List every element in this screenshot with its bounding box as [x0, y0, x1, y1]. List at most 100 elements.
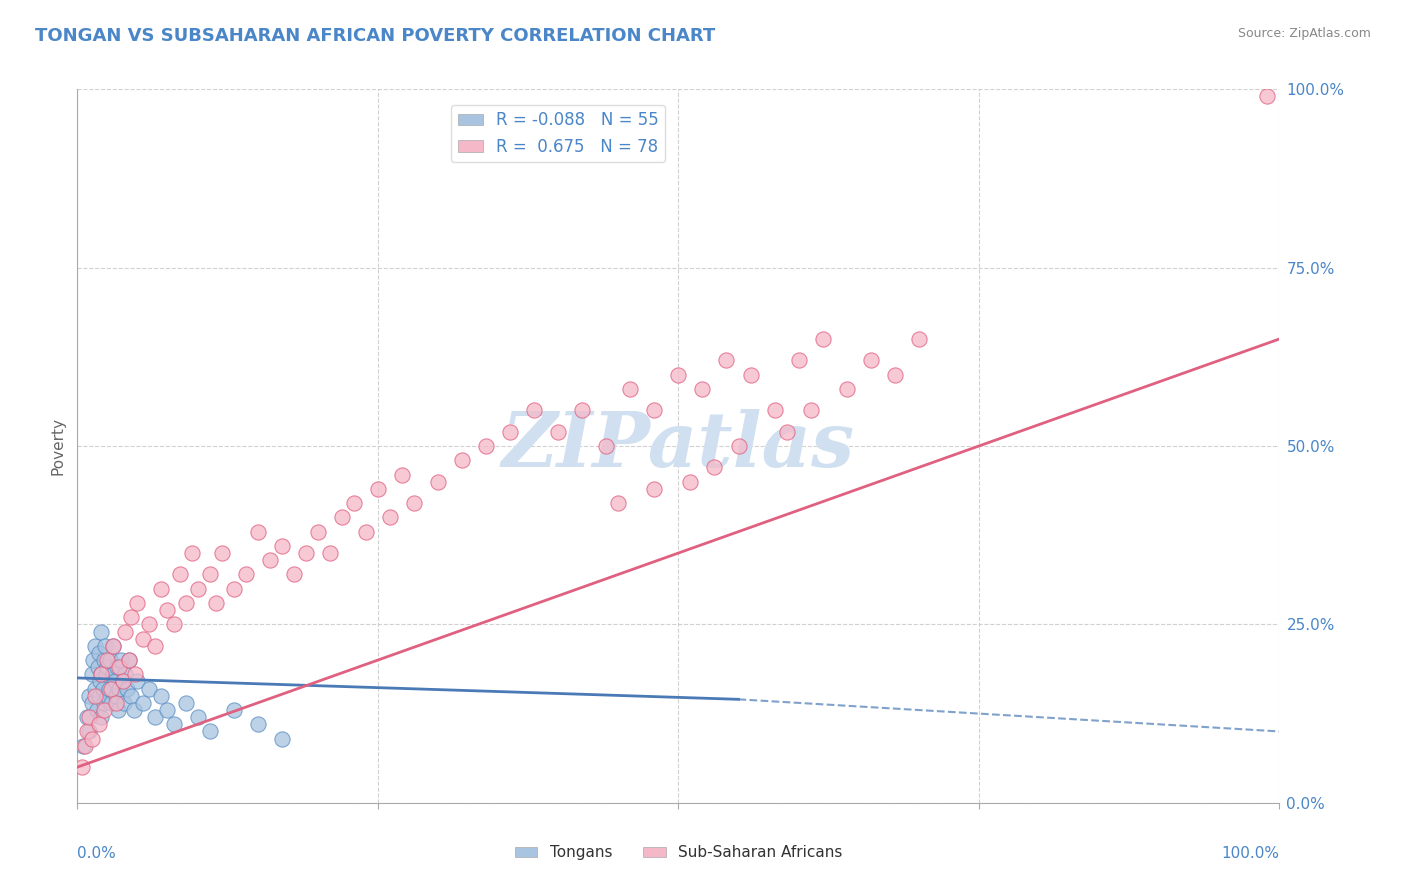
- Point: [222, 582, 245, 596]
- Point: [120, 689, 142, 703]
- Point: [740, 368, 762, 382]
- Point: [787, 353, 810, 368]
- Point: [76, 724, 98, 739]
- Point: [523, 403, 546, 417]
- Point: [307, 524, 329, 539]
- Point: [98, 653, 121, 667]
- Point: [115, 681, 138, 696]
- Point: [96, 689, 118, 703]
- Point: [93, 696, 115, 710]
- Point: [90, 624, 112, 639]
- Point: [716, 353, 738, 368]
- Point: [679, 475, 702, 489]
- Point: [127, 596, 149, 610]
- Point: [607, 496, 630, 510]
- Point: [73, 739, 96, 753]
- Point: [354, 524, 377, 539]
- Point: [79, 724, 101, 739]
- Point: [118, 653, 141, 667]
- Point: [104, 674, 127, 689]
- Point: [112, 696, 135, 710]
- Point: [108, 681, 131, 696]
- Point: [169, 567, 191, 582]
- Point: [222, 703, 245, 717]
- Point: [96, 667, 118, 681]
- Point: [703, 460, 725, 475]
- Point: [156, 703, 179, 717]
- Point: [132, 632, 155, 646]
- Point: [294, 546, 316, 560]
- Point: [105, 660, 128, 674]
- Text: Source: ZipAtlas.com: Source: ZipAtlas.com: [1237, 27, 1371, 40]
- Y-axis label: Poverty: Poverty: [51, 417, 66, 475]
- Point: [111, 674, 134, 689]
- Point: [204, 596, 226, 610]
- Point: [246, 524, 269, 539]
- Point: [79, 710, 101, 724]
- Point: [127, 674, 149, 689]
- Point: [80, 696, 103, 710]
- Point: [96, 653, 118, 667]
- Point: [97, 681, 120, 696]
- Point: [93, 703, 115, 717]
- Point: [1256, 89, 1278, 103]
- Text: 100.0%: 100.0%: [1222, 846, 1279, 861]
- Point: [104, 689, 127, 703]
- Point: [174, 696, 197, 710]
- Point: [111, 674, 134, 689]
- Point: [104, 696, 127, 710]
- Point: [103, 667, 125, 681]
- Point: [571, 403, 593, 417]
- Point: [451, 453, 474, 467]
- Point: [402, 496, 425, 510]
- Point: [156, 603, 179, 617]
- Point: [378, 510, 401, 524]
- Point: [427, 475, 450, 489]
- Point: [72, 739, 94, 753]
- Point: [145, 639, 167, 653]
- Legend: Tongans, Sub-Saharan Africans: Tongans, Sub-Saharan Africans: [509, 839, 848, 866]
- Point: [811, 332, 834, 346]
- Point: [103, 639, 125, 653]
- Point: [643, 403, 665, 417]
- Point: [187, 582, 209, 596]
- Point: [89, 674, 111, 689]
- Text: TONGAN VS SUBSAHARAN AFRICAN POVERTY CORRELATION CHART: TONGAN VS SUBSAHARAN AFRICAN POVERTY COR…: [35, 27, 716, 45]
- Point: [391, 467, 413, 482]
- Point: [283, 567, 305, 582]
- Point: [90, 667, 112, 681]
- Point: [643, 482, 665, 496]
- Point: [727, 439, 749, 453]
- Point: [259, 553, 281, 567]
- Point: [180, 546, 202, 560]
- Point: [162, 717, 184, 731]
- Point: [162, 617, 184, 632]
- Point: [908, 332, 931, 346]
- Point: [110, 653, 132, 667]
- Point: [270, 539, 292, 553]
- Point: [343, 496, 366, 510]
- Point: [114, 667, 136, 681]
- Point: [70, 760, 93, 774]
- Point: [79, 689, 101, 703]
- Point: [87, 660, 110, 674]
- Point: [198, 724, 221, 739]
- Point: [835, 382, 858, 396]
- Point: [145, 710, 167, 724]
- Point: [91, 681, 114, 696]
- Point: [86, 703, 108, 717]
- Point: [132, 696, 155, 710]
- Point: [763, 403, 786, 417]
- Point: [87, 717, 110, 731]
- Point: [246, 717, 269, 731]
- Point: [367, 482, 389, 496]
- Point: [475, 439, 498, 453]
- Point: [619, 382, 641, 396]
- Point: [859, 353, 882, 368]
- Point: [96, 660, 118, 674]
- Point: [80, 731, 103, 746]
- Point: [114, 624, 136, 639]
- Point: [80, 667, 103, 681]
- Point: [270, 731, 292, 746]
- Point: [775, 425, 797, 439]
